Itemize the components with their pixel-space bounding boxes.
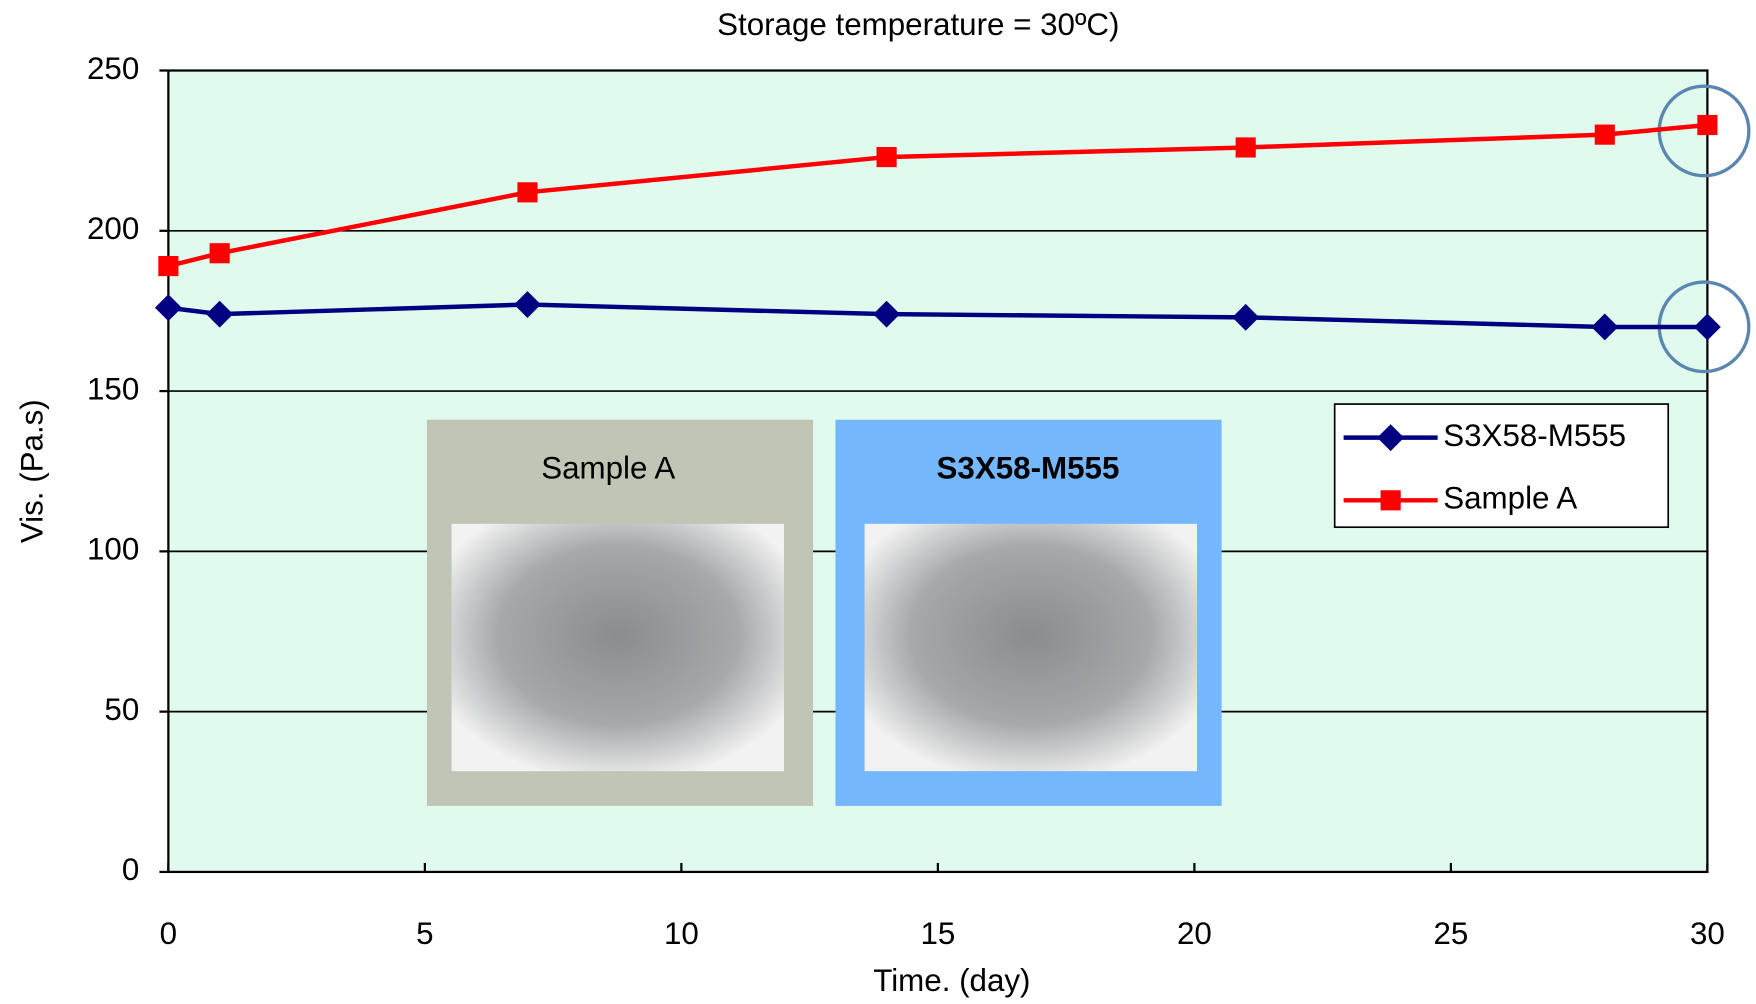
x-tick-label: 0: [160, 916, 177, 951]
x-tick-label: 15: [920, 916, 955, 951]
x-tick-label: 20: [1177, 916, 1212, 951]
data-point: [1235, 137, 1256, 158]
data-point: [517, 182, 538, 203]
inset-label: Sample A: [541, 450, 675, 485]
data-point: [1594, 124, 1615, 145]
y-tick-label: 50: [104, 692, 139, 727]
insets: Sample A S3X58-M555: [426, 419, 1222, 806]
y-axis-label: Vis. (Pa.s): [14, 399, 49, 543]
x-tick-label: 30: [1690, 916, 1725, 951]
data-point: [1232, 303, 1260, 331]
inset-label: S3X58-M555: [937, 450, 1120, 485]
legend-label: S3X58-M555: [1443, 418, 1626, 453]
data-point: [1693, 313, 1721, 341]
data-point: [154, 294, 182, 322]
data-point: [1591, 313, 1619, 341]
y-tick-label: 0: [122, 852, 139, 887]
data-point: [209, 243, 230, 264]
data-point: [873, 300, 901, 328]
inset-photo: [451, 523, 784, 772]
data-point: [158, 255, 179, 277]
legend: S3X58-M555 Sample A: [1333, 403, 1670, 529]
x-tick-label: 5: [416, 916, 433, 951]
legend-marker: [1380, 490, 1401, 511]
chart-title: Storage temperature = 30ºC): [717, 7, 1119, 42]
y-tick-label: 150: [87, 371, 139, 406]
legend-marker: [1377, 424, 1405, 452]
inset-photo: [864, 523, 1197, 772]
x-tick-label: 10: [664, 916, 699, 951]
y-tick-label: 200: [87, 211, 139, 246]
x-axis-label: Time. (day): [873, 963, 1030, 998]
legend-label: Sample A: [1443, 481, 1577, 516]
y-tick-label: 100: [87, 532, 139, 567]
y-tick-label: 250: [87, 51, 139, 86]
data-point: [206, 300, 234, 328]
x-tick-label: 25: [1433, 916, 1468, 951]
data-point: [876, 146, 897, 168]
data-point: [1697, 114, 1718, 136]
